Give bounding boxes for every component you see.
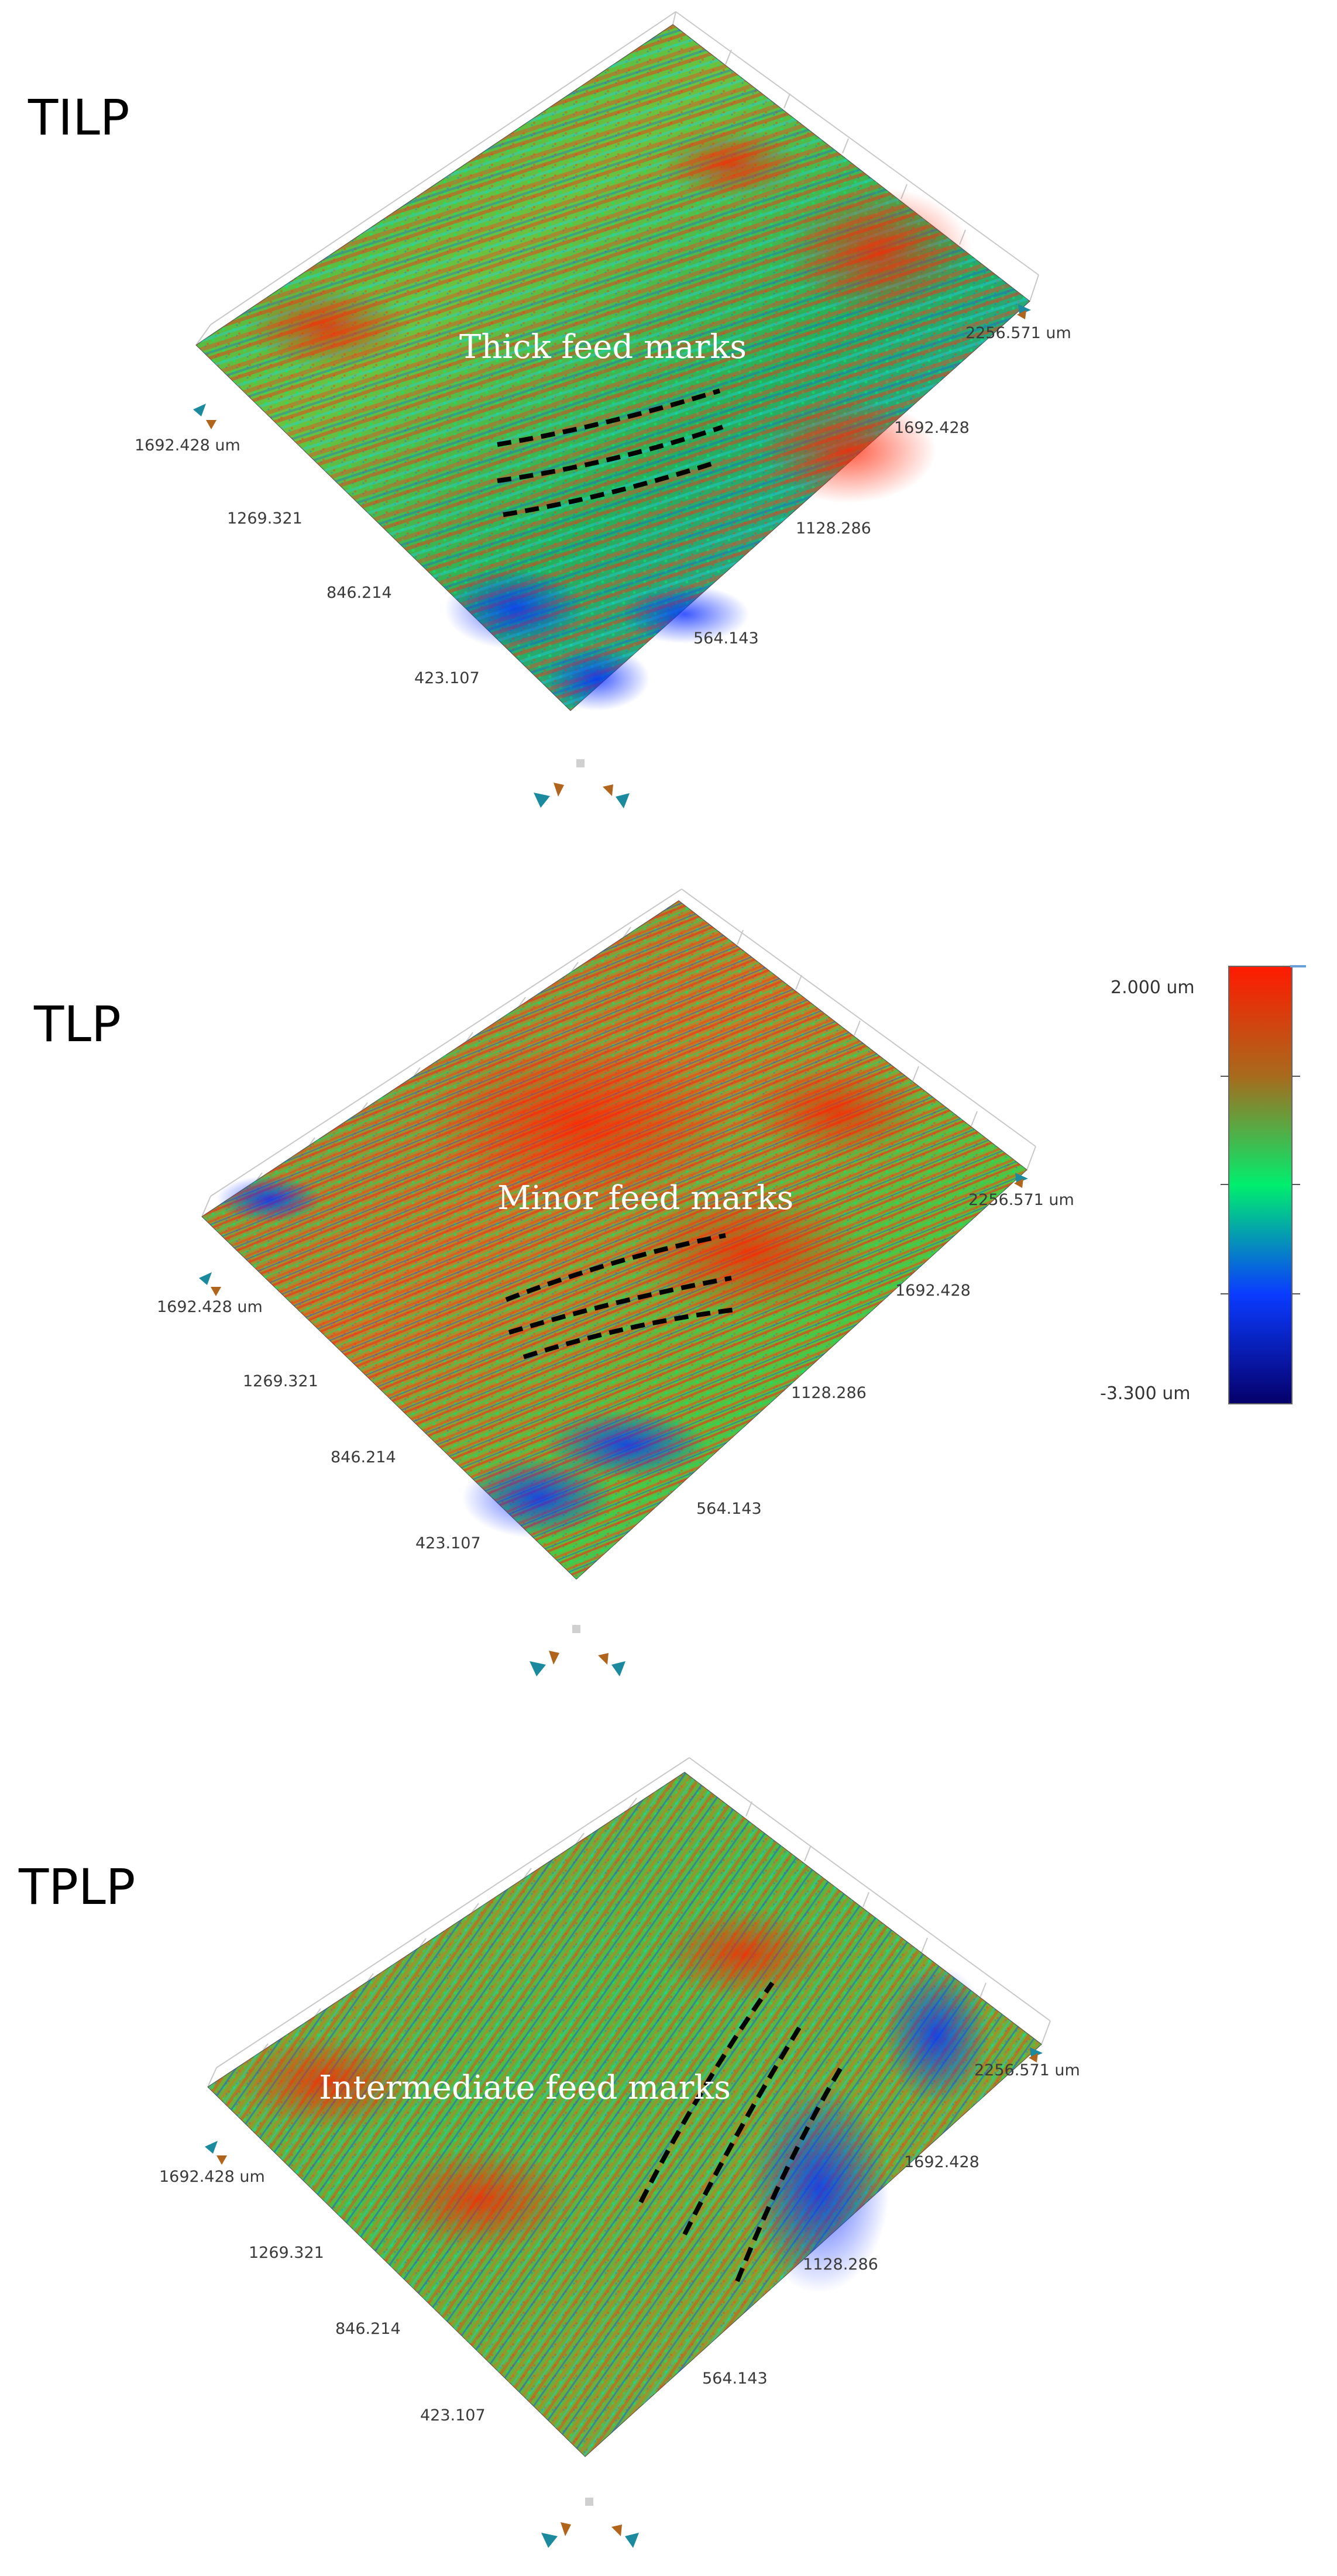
tick-label: 1128.286 — [803, 2255, 878, 2274]
tick-label: 1128.286 — [796, 519, 871, 538]
height-map-surface — [201, 900, 1027, 1580]
feed-mark-line — [508, 1276, 732, 1335]
feed-mark-line — [735, 2063, 845, 2282]
rotation-handle-icon[interactable] — [193, 304, 1031, 429]
tick-label: 564.143 — [696, 1500, 762, 1518]
right-axis-ticks: 2256.571 um 1692.428 1128.286 564.143 — [702, 2061, 1080, 2388]
tick-label: 1128.286 — [791, 1384, 867, 1402]
panel-tplp: TPLP — [18, 1757, 1080, 2548]
panel-tilp: TILP — [28, 11, 1071, 808]
color-scale-min: -3.300 um — [1100, 1383, 1190, 1404]
color-scale-max: 2.000 um — [1111, 977, 1195, 998]
tick-label: 846.214 — [326, 584, 392, 602]
panel-label: TLP — [33, 996, 121, 1053]
right-axis-ticks: 2256.571 um 1692.428 1128.286 564.143 — [696, 1191, 1074, 1518]
tick-label: 2256.571 um — [968, 1191, 1074, 1209]
feed-mark-annotation: Thick feed marks — [459, 328, 747, 366]
tick-label: 1692.428 — [895, 1282, 971, 1300]
tick-label: 2256.571 um — [974, 2061, 1080, 2079]
tick-label: 846.214 — [331, 1448, 396, 1466]
tick-label: 846.214 — [335, 2320, 401, 2338]
feed-mark-line — [682, 2022, 804, 2236]
tick-label: 1692.428 um — [157, 1298, 263, 1316]
orientation-triad-icon — [541, 2498, 639, 2548]
left-axis-ticks: 1692.428 um 1269.321 846.214 423.107 — [135, 436, 480, 687]
panel-tlp: TLP — [33, 888, 1074, 1676]
tick-label: 1692.428 um — [135, 436, 240, 454]
height-map-surface — [195, 24, 1030, 711]
tick-label: 564.143 — [702, 2370, 768, 2388]
color-scale-bar — [1228, 966, 1293, 1404]
feed-mark-line — [497, 388, 721, 447]
panel-label: TPLP — [18, 1858, 135, 1916]
feed-mark-annotation: Intermediate feed marks — [319, 2069, 731, 2107]
tick-label: 1269.321 — [249, 2244, 324, 2262]
orientation-triad-icon — [534, 759, 630, 808]
tick-label: 423.107 — [415, 1534, 481, 1552]
feed-mark-line — [505, 1233, 726, 1302]
panel-label: TILP — [28, 89, 130, 146]
left-axis-ticks: 1692.428 um 1269.321 846.214 423.107 — [159, 2168, 486, 2425]
feed-mark-line — [638, 1981, 775, 2203]
height-map-surface — [207, 1772, 1042, 2457]
tick-label: 1269.321 — [227, 509, 303, 528]
feed-mark-indicators — [505, 1233, 741, 1359]
feed-mark-line — [523, 1307, 741, 1359]
color-scale-legend: 2.000 um -3.300 um — [1100, 965, 1306, 1404]
orientation-triad-icon — [530, 1625, 625, 1676]
tick-label: 423.107 — [414, 669, 480, 687]
rotation-handle-icon[interactable] — [205, 2047, 1043, 2165]
tick-label: 1692.428 um — [159, 2168, 265, 2186]
tick-label: 1692.428 — [894, 419, 970, 437]
feed-mark-line — [497, 425, 724, 483]
left-axis-ticks: 1692.428 um 1269.321 846.214 423.107 — [157, 1298, 481, 1552]
feed-mark-line — [503, 460, 718, 517]
tick-label: 564.143 — [693, 629, 759, 648]
tick-label: 423.107 — [420, 2406, 486, 2425]
feed-mark-annotation: Minor feed marks — [497, 1179, 793, 1217]
right-axis-ticks: 2256.571 um 1692.428 1128.286 564.143 — [693, 324, 1071, 648]
feed-mark-indicators — [497, 388, 724, 517]
rotation-handle-icon[interactable] — [199, 1173, 1028, 1296]
tick-label: 1269.321 — [243, 1372, 318, 1390]
tick-label: 2256.571 um — [965, 324, 1071, 342]
feed-mark-indicators — [638, 1981, 845, 2282]
tick-label: 1692.428 — [904, 2153, 979, 2171]
